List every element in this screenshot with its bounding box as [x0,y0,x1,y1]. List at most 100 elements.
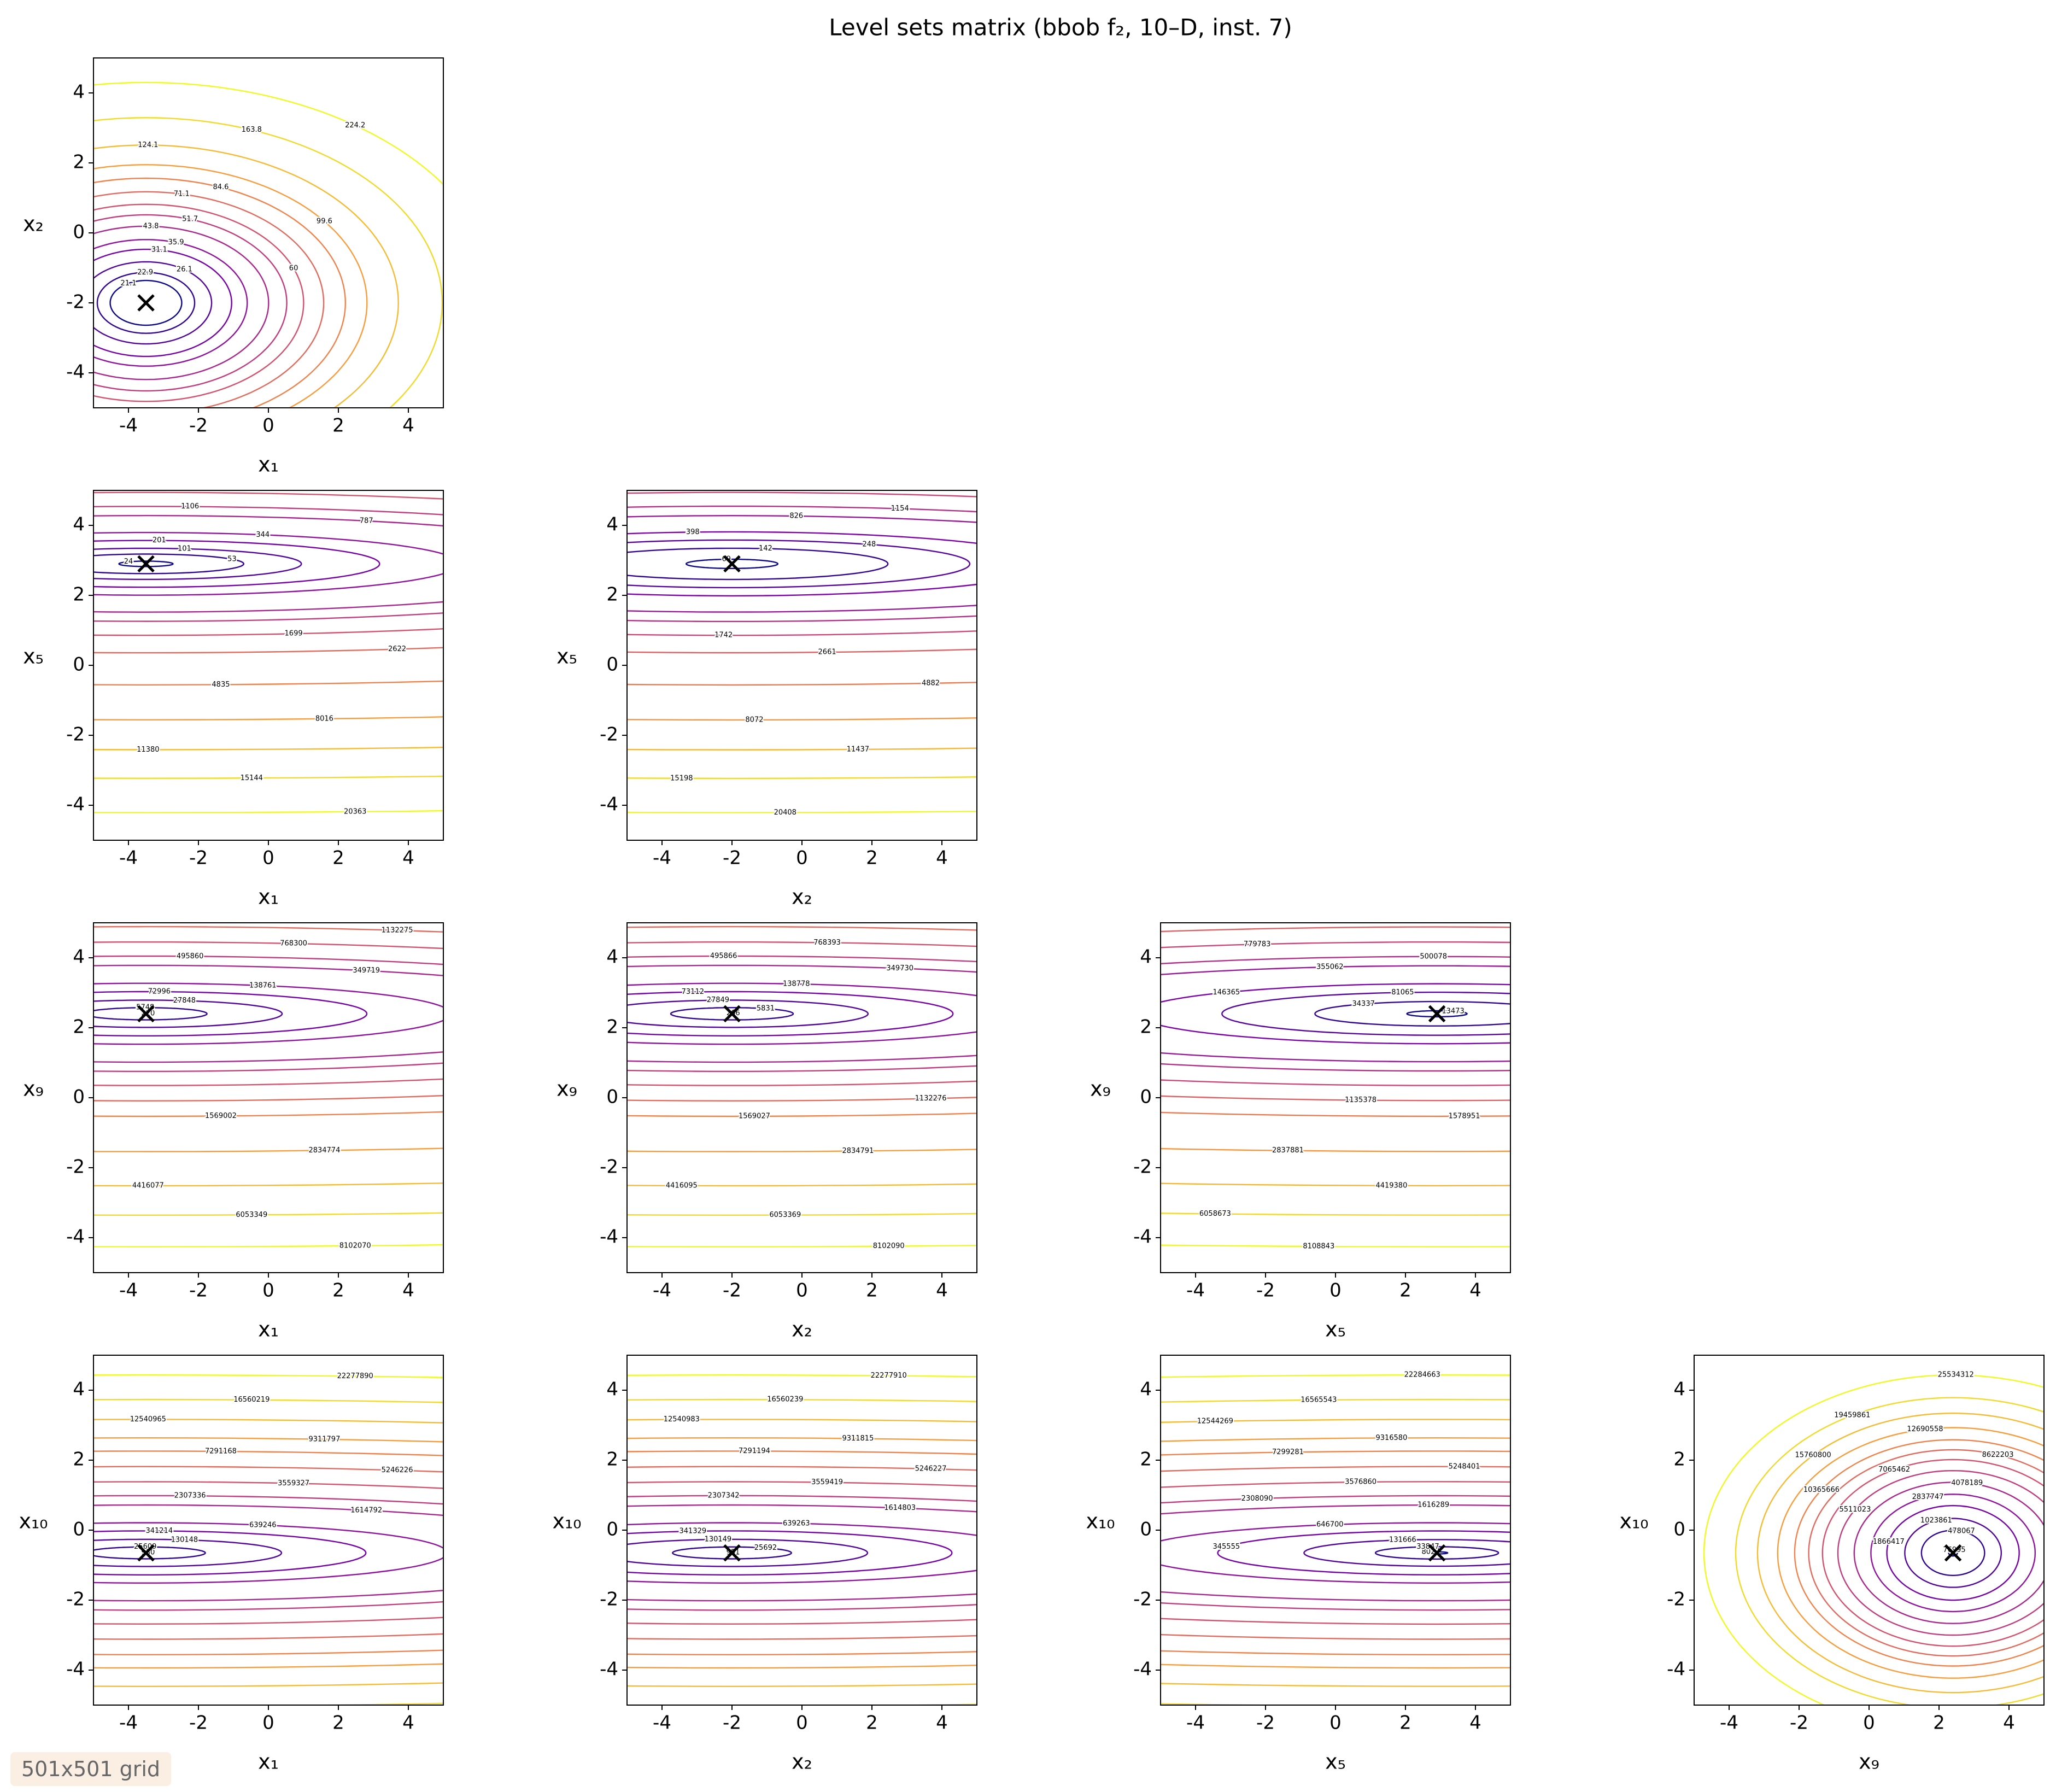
y-axis-label: x₉ [1090,1077,1111,1101]
y-tick-label: 2 [1673,1449,1685,1471]
contour-line [0,192,324,414]
x-tick-label: 4 [1469,1280,1481,1302]
contour-labels: 2665831278497311213877834973049586676839… [666,939,947,1250]
contour-line [0,1375,2050,1731]
y-tick-label: 0 [606,1086,618,1108]
contour-label: 130149 [705,1535,732,1543]
y-tick-label: 4 [73,946,85,968]
y-tick-label: 4 [1140,946,1152,968]
contour-label: 163.8 [242,126,262,134]
plot-frame [93,58,443,408]
contour-label: 60 [289,264,298,272]
x-tick-label: 4 [2003,1712,2015,1734]
x-axis-label: x₂ [792,885,812,909]
contour-label: 768300 [280,939,307,947]
contour-label: 11380 [137,746,159,754]
x-tick-label: 4 [936,847,948,869]
contour-label: 22284663 [1404,1371,1440,1379]
x-tick-label: 4 [936,1712,948,1734]
contour-label: 1106 [181,502,199,511]
contour-line [0,781,2050,1246]
contour-label: 16560219 [233,1396,270,1404]
contour-label: 639263 [783,1519,810,1527]
contour-label: 4419380 [1375,1181,1407,1190]
x-tick-label: 0 [796,1712,808,1734]
contour-label: 6053369 [769,1211,801,1219]
contour-label: 12540983 [664,1415,700,1424]
contour-line [0,1467,1595,1639]
contour-label: 101 [178,544,191,553]
chart-title: Level sets matrix (bbob f₂, 10–D, inst. … [829,14,1292,41]
x-tick-label: 2 [1399,1712,1411,1734]
contour-label: 1132275 [382,926,413,934]
x-tick-label: -4 [119,1280,138,1302]
contour-line [0,204,303,401]
contour-line [0,1375,2050,1731]
y-axis-label: x₅ [23,645,44,669]
contour-label: 7299281 [1272,1448,1304,1456]
x-axis-label: x₉ [1859,1750,1879,1774]
x-tick-label: -4 [1186,1712,1205,1734]
contour-label: 84.6 [213,183,229,191]
y-tick-label: -2 [600,1589,618,1611]
contour-labels: 1347334337810651463653550625000787797831… [1199,940,1480,1251]
contour-label: 8102090 [873,1242,905,1250]
contour-label: 495860 [177,952,204,961]
y-tick-label: -2 [66,724,85,746]
contour-label: 1578951 [1449,1112,1480,1120]
contour-label: 1616289 [1418,1501,1449,1509]
y-tick-label: 4 [1673,1379,1685,1401]
contour-label: 7065462 [1878,1466,1910,1474]
contour-label: 7291194 [739,1447,770,1455]
contour-label: 24 [124,558,133,566]
x-tick-label: 4 [402,847,414,869]
contour-label: 20363 [344,807,366,816]
contour-label: 4416095 [666,1181,698,1190]
optimum-marker [724,556,740,571]
contour-line [1809,1450,2050,1656]
y-tick-label: 0 [606,654,618,676]
y-tick-label: 2 [73,584,85,606]
contour-label: 787 [360,517,373,525]
contour-label: 7291168 [205,1447,237,1455]
x-tick-label: 2 [866,1712,878,1734]
contour-label: 2837881 [1272,1146,1304,1155]
contour-labels: 8027338471316663455556467001616289230809… [1197,1371,1480,1556]
plot-frame [93,490,443,840]
contour-label: 9316580 [1375,1434,1407,1442]
y-axis-label: x₁₀ [1086,1509,1115,1533]
contour-line [0,315,2050,812]
x-tick-label: 4 [402,1280,414,1302]
contour-label: 9311815 [842,1434,874,1443]
contour-line [0,781,2050,1246]
contour-label: 16565543 [1301,1396,1337,1404]
contour-label: 2307336 [174,1492,206,1500]
contour-label: 646700 [1316,1521,1344,1529]
y-tick-label: 4 [73,1379,85,1401]
contour-label: 1614792 [350,1506,382,1514]
y-tick-label: -4 [66,361,85,383]
contour-label: 1569027 [739,1112,770,1120]
contour-line [0,408,1706,720]
y-tick-label: -2 [1133,1156,1152,1178]
y-tick-label: -4 [1133,1659,1152,1680]
contour-label: 8108843 [1303,1243,1334,1251]
contours [0,1375,2050,1731]
contour-line [1736,1398,2050,1708]
contour-line [0,1399,2050,1706]
grid-note: 501x501 grid [10,1752,171,1786]
contour-label: 146365 [1213,988,1240,997]
contour-line [0,1419,2050,1686]
contour-labels: 6914224839882611541742266148828072114371… [670,505,940,817]
contour-label: 71.1 [174,190,190,198]
contour-label: 2307342 [708,1491,740,1500]
y-tick-label: 4 [73,81,85,103]
x-tick-label: -2 [723,847,741,869]
contour-label: 15144 [241,774,263,782]
x-tick-label: -2 [723,1280,741,1302]
contour-line [0,349,2050,778]
x-axis-label: x₂ [792,1750,812,1774]
contour-label: 349730 [886,964,913,973]
y-axis-label: x₅ [557,645,577,669]
contour-label: 2837747 [1912,1493,1944,1501]
